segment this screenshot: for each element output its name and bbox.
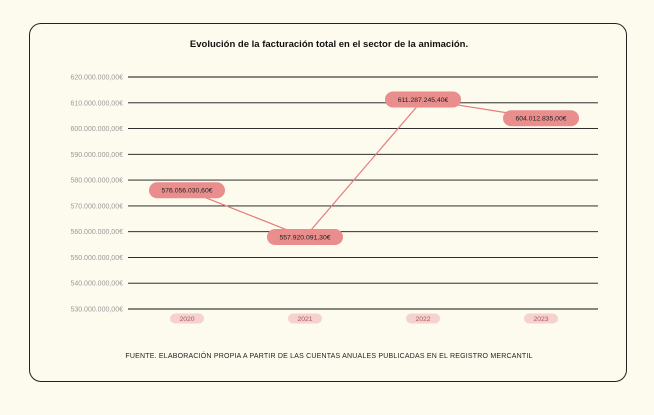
x-tick-label: 2022 (415, 316, 430, 323)
source-note: FUENTE. ELABORACIÓN PROPIA A PARTIR DE L… (125, 353, 533, 360)
data-point-marker (267, 229, 343, 246)
y-tick-label: 600.000.000,00€ (70, 126, 123, 133)
data-label: 604.012.835,00€ (515, 116, 566, 123)
x-tick-label: 2023 (533, 316, 548, 323)
data-label: 611.287.245,40€ (398, 97, 449, 104)
y-tick-label: 590.000.000,00€ (70, 152, 123, 159)
chart-title: Evolución de la facturación total en el … (189, 39, 469, 50)
x-tick-pill (288, 313, 322, 324)
data-label: 576.056.030,60€ (161, 188, 212, 195)
x-tick-label: 2020 (179, 316, 194, 323)
y-tick-label: 560.000.000,00€ (70, 229, 123, 236)
y-tick-label: 620.000.000,00€ (70, 75, 123, 82)
x-tick-pill (170, 313, 204, 324)
y-tick-label: 550.000.000,00€ (70, 255, 123, 262)
y-tick-label: 570.000.000,00€ (70, 203, 123, 210)
y-tick-label: 610.000.000,00€ (70, 100, 123, 107)
data-point-marker (149, 182, 225, 199)
y-tick-label: 580.000.000,00€ (70, 178, 123, 185)
line-chart: 530.000.000,00€ 540.000.000,00€ 550.000.00… (70, 75, 598, 324)
data-point-marker (503, 110, 579, 127)
chart-card: Evolución de la facturación total en el … (29, 23, 627, 382)
y-tick-label: 540.000.000,00€ (70, 281, 123, 288)
x-tick-pill (406, 313, 440, 324)
x-tick-label: 2021 (297, 316, 312, 323)
y-tick-label: 530.000.000,00€ (70, 307, 123, 314)
data-label: 557.920.091,30€ (279, 234, 330, 241)
data-point-marker (385, 91, 461, 108)
series-line (186, 98, 542, 238)
x-tick-pill (524, 313, 558, 324)
